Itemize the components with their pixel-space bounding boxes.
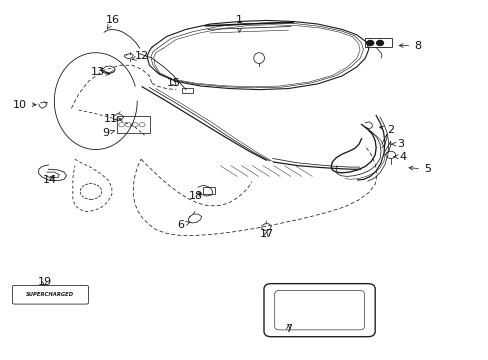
Text: 14: 14 [42, 175, 57, 185]
Bar [117, 116, 150, 134]
Text: 9: 9 [102, 129, 114, 138]
Bar [203, 187, 215, 194]
Text: 19: 19 [38, 277, 52, 287]
Text: 2: 2 [379, 125, 393, 135]
Circle shape [366, 41, 373, 45]
Bar [182, 88, 192, 93]
Text: 18: 18 [188, 191, 203, 201]
Text: SUPERCHARGED: SUPERCHARGED [26, 292, 74, 297]
Text: 1: 1 [236, 15, 243, 32]
Text: 17: 17 [259, 229, 273, 239]
Text: 4: 4 [393, 152, 406, 162]
Text: 13: 13 [91, 67, 109, 77]
Text: 7: 7 [284, 324, 291, 334]
Text: 3: 3 [390, 139, 403, 149]
Text: 10: 10 [13, 100, 36, 110]
Text: 11: 11 [103, 114, 121, 124]
Bar [365, 39, 391, 47]
Text: 12: 12 [132, 51, 149, 61]
Text: 5: 5 [408, 164, 430, 174]
Circle shape [376, 41, 383, 45]
Text: 6: 6 [177, 220, 190, 230]
Text: 15: 15 [166, 78, 181, 88]
Text: 8: 8 [399, 41, 420, 50]
Text: 16: 16 [105, 15, 120, 29]
